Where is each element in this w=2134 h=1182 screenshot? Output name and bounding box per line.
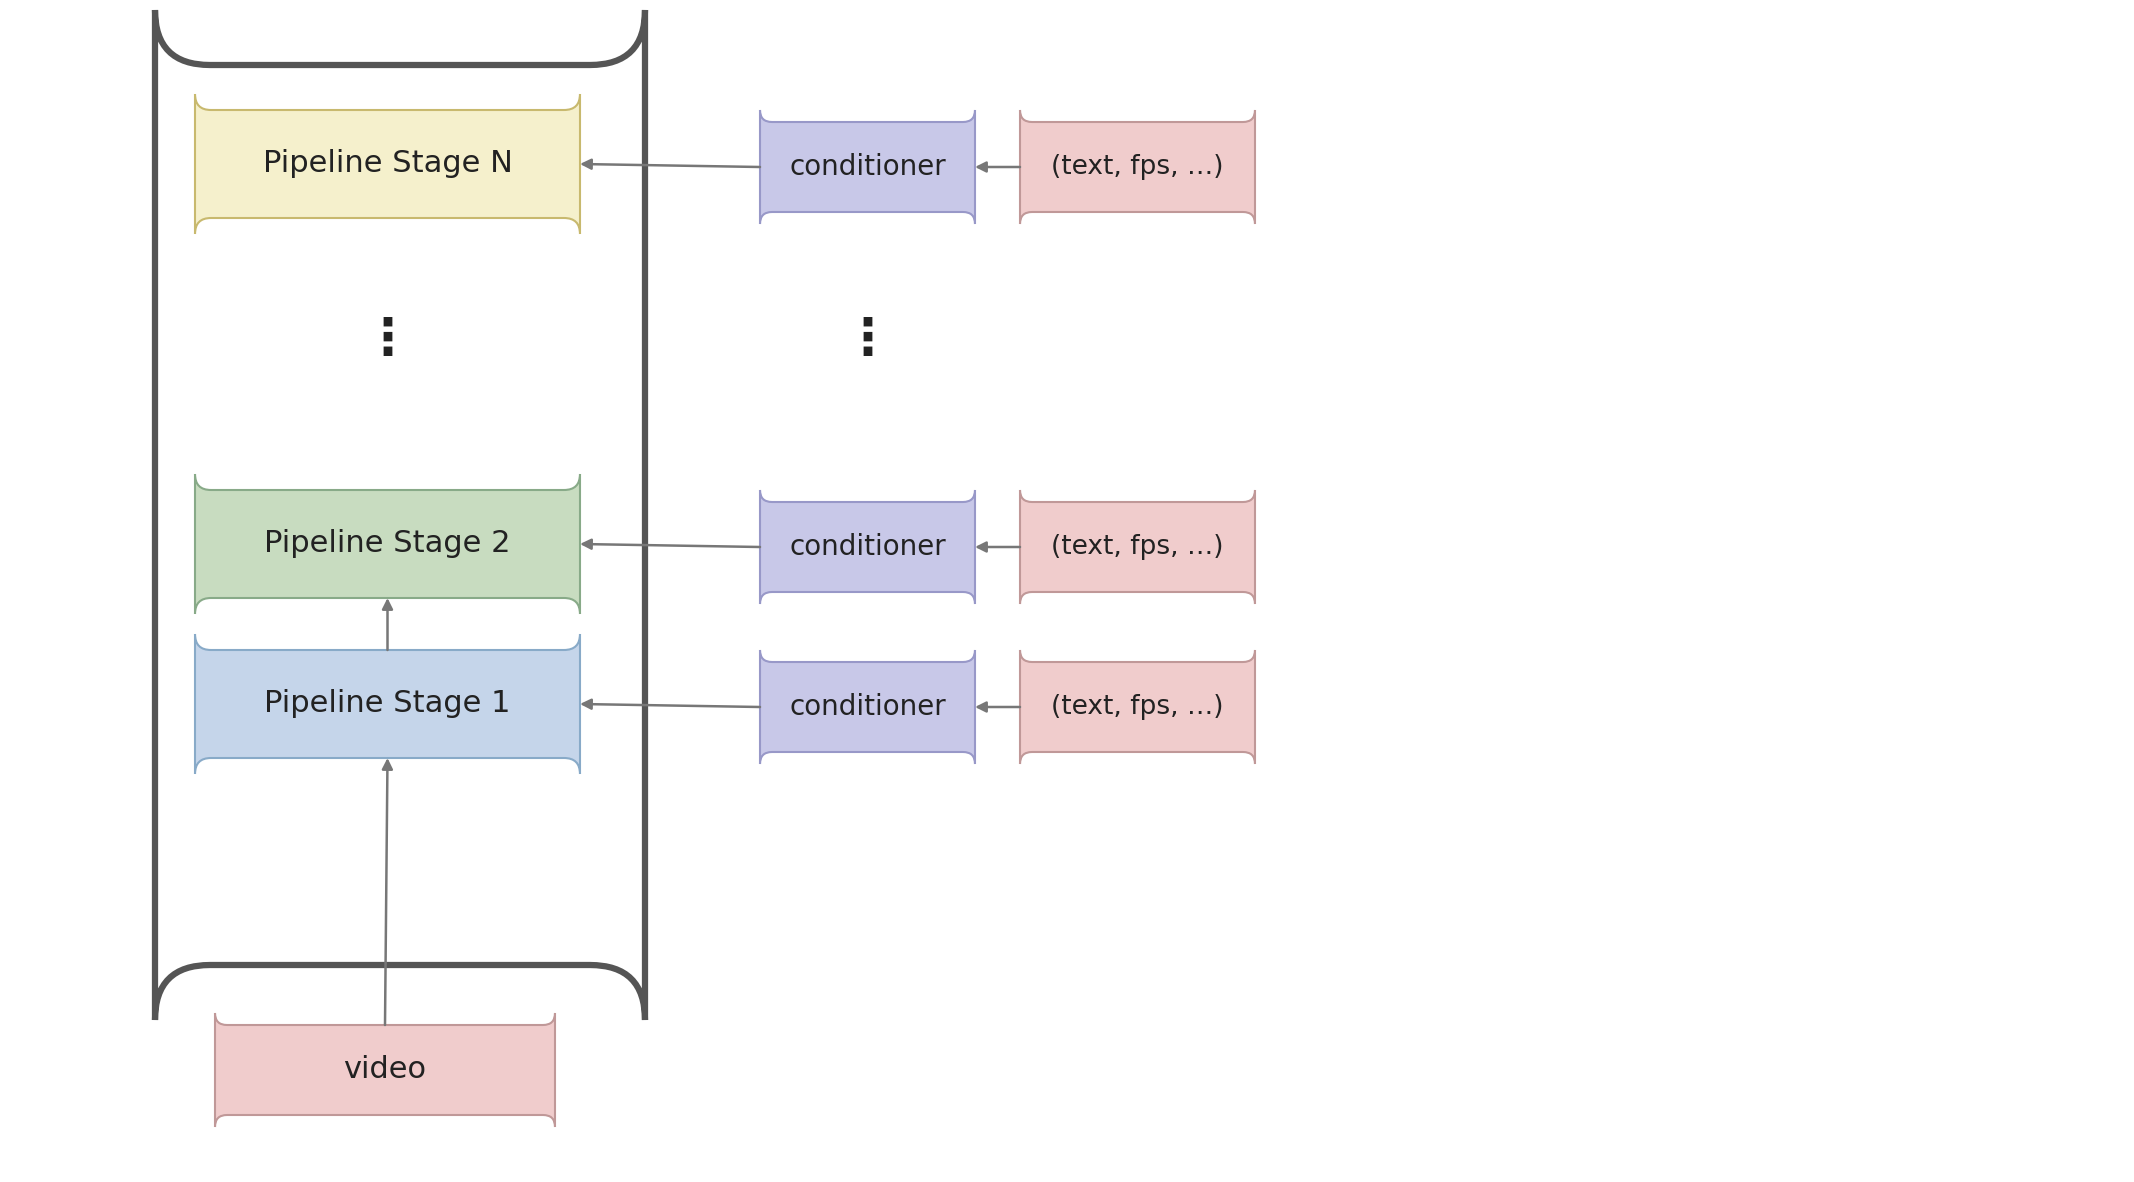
- Text: Pipeline Stage N: Pipeline Stage N: [262, 149, 512, 178]
- FancyBboxPatch shape: [194, 95, 580, 234]
- FancyBboxPatch shape: [194, 474, 580, 613]
- FancyBboxPatch shape: [216, 1013, 555, 1126]
- FancyBboxPatch shape: [1020, 110, 1255, 225]
- Text: conditioner: conditioner: [790, 152, 945, 181]
- Text: (text, fps, …): (text, fps, …): [1052, 694, 1223, 720]
- Text: (text, fps, …): (text, fps, …): [1052, 154, 1223, 180]
- Text: ⋮: ⋮: [843, 316, 892, 364]
- FancyBboxPatch shape: [760, 110, 975, 225]
- FancyBboxPatch shape: [1020, 650, 1255, 764]
- Text: (text, fps, …): (text, fps, …): [1052, 534, 1223, 560]
- Text: conditioner: conditioner: [790, 693, 945, 721]
- Text: video: video: [344, 1056, 427, 1085]
- Text: Pipeline Stage 1: Pipeline Stage 1: [265, 689, 510, 719]
- FancyBboxPatch shape: [1020, 491, 1255, 604]
- Text: Pipeline Stage 2: Pipeline Stage 2: [265, 530, 510, 559]
- Text: conditioner: conditioner: [790, 533, 945, 561]
- Text: ⋮: ⋮: [363, 316, 412, 364]
- FancyBboxPatch shape: [156, 9, 644, 1020]
- FancyBboxPatch shape: [760, 491, 975, 604]
- FancyBboxPatch shape: [760, 650, 975, 764]
- FancyBboxPatch shape: [194, 634, 580, 774]
